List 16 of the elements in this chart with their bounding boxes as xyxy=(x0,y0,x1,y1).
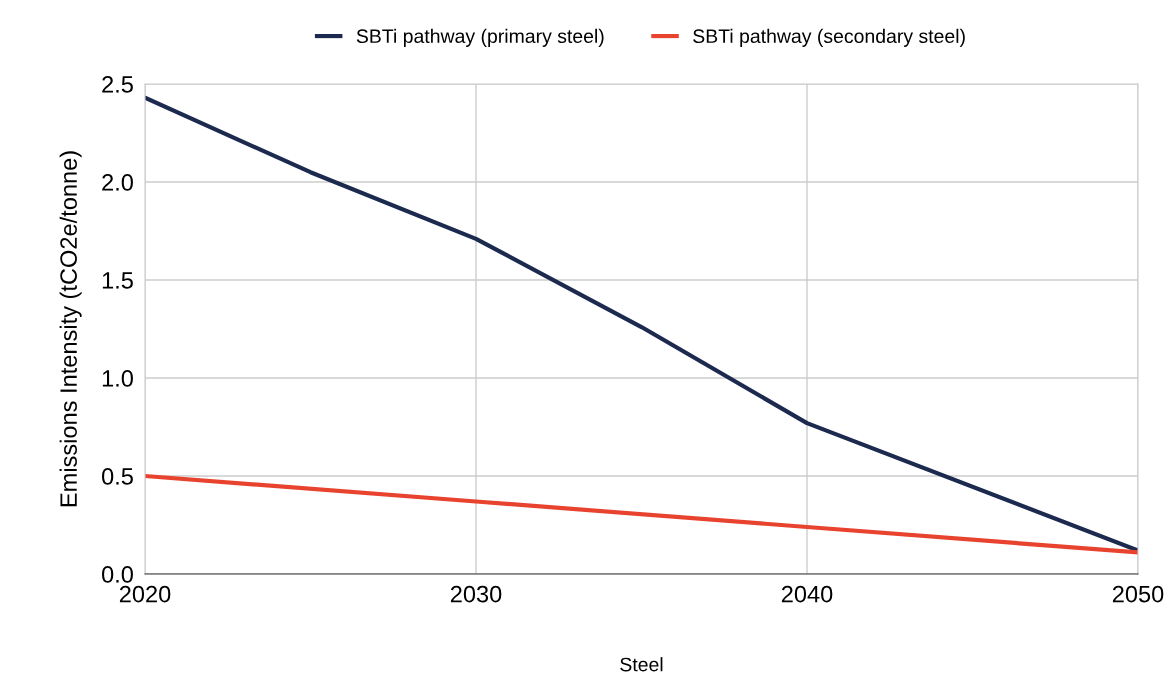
x-tick-label: 2030 xyxy=(450,585,502,603)
legend-label: SBTi pathway (primary steel) xyxy=(356,28,604,47)
legend-label: SBTi pathway (secondary steel) xyxy=(693,28,965,47)
line-series xyxy=(145,95,1138,553)
x-tick-label: 2020 xyxy=(119,585,171,603)
line-series xyxy=(145,473,1138,555)
x-tick-label: 2040 xyxy=(781,585,833,603)
y-tick-label: 0.0 xyxy=(101,566,133,583)
y-tick-label: 2.0 xyxy=(102,174,133,191)
y-tick-label: 1.0 xyxy=(102,370,133,387)
y-tick-label: 1.5 xyxy=(102,272,133,289)
x-axis-title: Steel xyxy=(620,657,663,672)
x-tick-label: 2050 xyxy=(1112,585,1164,603)
y-tick-label: 2.5 xyxy=(102,76,133,93)
y-tick-label: 0.5 xyxy=(101,468,133,485)
y-axis-title: Emissions Intensity (tCO2e/tonne) xyxy=(59,151,82,507)
